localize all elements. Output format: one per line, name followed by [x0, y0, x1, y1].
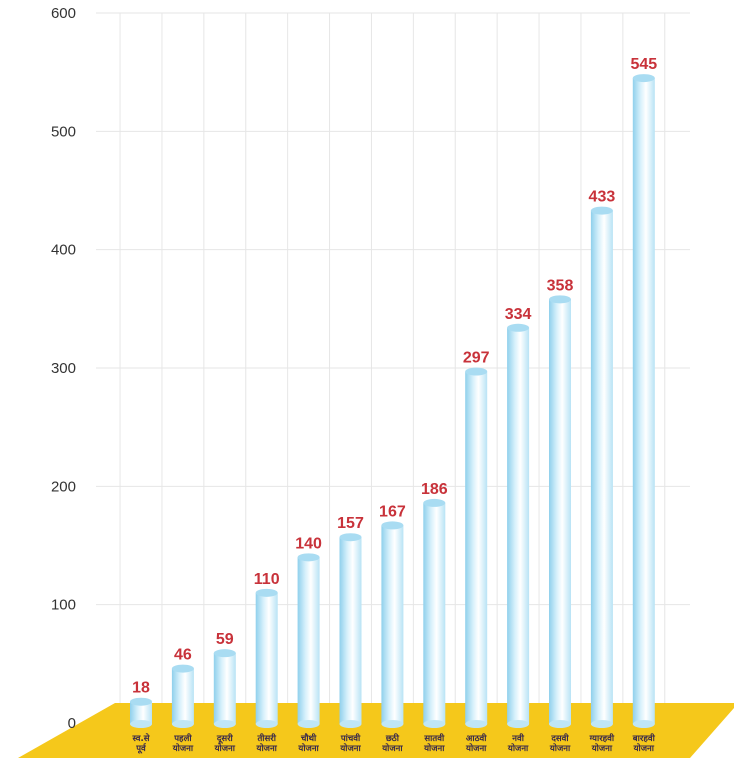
bar: [130, 697, 152, 728]
data-label: 110: [254, 571, 280, 588]
x-tick-label: दसवी योजना: [549, 733, 571, 754]
y-tick-label: 200: [51, 478, 76, 495]
y-tick-label: 300: [51, 360, 76, 377]
bar-base: [507, 720, 530, 728]
data-label: 140: [295, 535, 322, 552]
x-tick-label: नवी योजना: [507, 733, 529, 754]
bar-body: [213, 653, 236, 724]
bar-base: [213, 720, 236, 728]
bar-cap: [171, 664, 194, 673]
bar-base: [130, 720, 152, 728]
x-tick-label: स्व.से पूर्व: [131, 733, 150, 754]
bar: [423, 498, 446, 728]
bar-body: [255, 592, 278, 724]
bar-body: [507, 327, 530, 724]
bar-body: [632, 78, 655, 725]
bar-body: [297, 557, 320, 724]
bar: [507, 323, 530, 728]
bar-cap: [381, 521, 404, 530]
bar-base: [255, 720, 278, 728]
y-tick-label: 100: [51, 597, 76, 614]
bar-cap: [632, 74, 655, 83]
data-label: 46: [174, 647, 192, 664]
y-axis: 0 100 200 300 400 500 600: [51, 5, 76, 732]
x-tick-label: आठवी योजना: [465, 733, 487, 754]
bar-cap: [255, 588, 278, 597]
bar: [171, 664, 194, 728]
bar-cap: [297, 553, 320, 562]
bar: [632, 74, 655, 728]
x-tick-label: पहली योजना: [172, 733, 194, 754]
bar-body: [339, 537, 362, 724]
bar: [339, 533, 362, 728]
bar: [549, 295, 571, 728]
bar-base: [465, 720, 488, 728]
x-tick-label: तीसरी योजना: [256, 733, 278, 754]
data-label: 358: [547, 277, 574, 294]
bar-body: [171, 668, 194, 724]
data-label: 157: [337, 515, 364, 532]
bar-body: [590, 210, 613, 724]
bar-cap: [213, 649, 236, 658]
bar-body: [465, 371, 488, 724]
bar-base: [297, 720, 320, 728]
x-tick-label: दूसरी योजना: [214, 733, 236, 754]
data-label: 545: [630, 56, 657, 73]
data-labels: 18 46 59 110 140 157 167 186 297 334 358 433 545: [132, 56, 657, 697]
bar-cap: [590, 206, 613, 215]
data-label: 433: [589, 189, 616, 206]
bar: [255, 588, 278, 728]
bar: [213, 649, 236, 728]
gridlines: [96, 12, 690, 703]
data-label: 186: [421, 481, 448, 498]
x-tick-label: बारहवी योजना: [632, 733, 656, 754]
data-label: 167: [379, 503, 406, 520]
floor-band: [18, 703, 734, 758]
bar-base: [339, 720, 362, 728]
bar-cap: [549, 295, 571, 304]
y-tick-label: 0: [68, 715, 76, 732]
x-axis-categories: स्व.से पूर्व पहली योजना दूसरी योजना तीसरी योजना…: [131, 733, 655, 754]
x-tick-label: ग्यारहवी योजना: [589, 733, 615, 754]
bar-base: [549, 720, 571, 728]
bar-base: [632, 720, 655, 728]
bars: [130, 74, 655, 728]
y-tick-label: 400: [51, 242, 76, 259]
data-label: 18: [132, 680, 150, 697]
x-tick-label: छठी योजना: [381, 733, 403, 754]
bar-base: [381, 720, 404, 728]
bar-cap: [507, 323, 530, 332]
floor-band-shape: [18, 703, 734, 758]
bar-base: [171, 720, 194, 728]
bar: [381, 521, 404, 728]
bar-cap: [423, 498, 446, 507]
bar-body: [381, 525, 404, 724]
bar: [465, 367, 488, 728]
bar-body: [130, 701, 152, 724]
bar-cap: [465, 367, 488, 376]
bar-cap: [339, 533, 362, 542]
x-tick-label: पांचवी योजना: [339, 733, 361, 754]
data-label: 334: [505, 306, 532, 323]
bar-cap: [130, 697, 152, 706]
bar-base: [423, 720, 446, 728]
bar: [297, 553, 320, 728]
y-tick-label: 500: [51, 123, 76, 140]
bar: [590, 206, 613, 728]
data-label: 297: [463, 350, 490, 367]
y-tick-label: 600: [51, 5, 76, 22]
bar-body: [423, 502, 446, 724]
data-label: 59: [216, 631, 234, 648]
bar-base: [590, 720, 613, 728]
x-tick-label: चौथी योजना: [297, 733, 319, 754]
bar-body: [549, 299, 571, 724]
x-tick-label: सातवी योजना: [423, 733, 445, 754]
